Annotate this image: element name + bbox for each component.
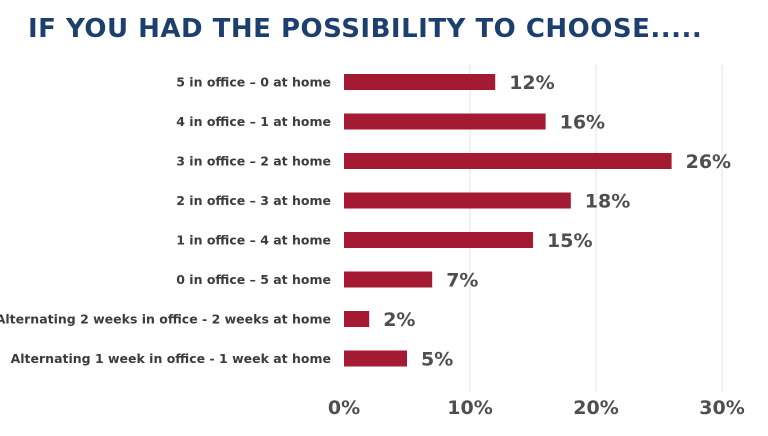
value-label: 15% [547, 230, 592, 252]
category-label: 3 in office – 2 at home [176, 154, 331, 169]
value-label: 16% [560, 112, 605, 134]
x-tick-label: 10% [447, 397, 492, 419]
bar [344, 74, 496, 90]
bar [344, 192, 571, 209]
category-labels: 5 in office – 0 at home 4 in office – 1 a… [0, 75, 331, 367]
x-tick-label: 20% [573, 397, 618, 419]
x-axis-ticks: 0% 10% 20% 30% [328, 397, 745, 419]
x-tick-label: 0% [328, 397, 360, 419]
bar [344, 232, 533, 248]
value-label: 7% [446, 270, 478, 292]
category-label: 1 in office – 4 at home [176, 233, 331, 248]
value-labels: 12% 16% 26% 18% 15% 7% 2% 5% [383, 72, 731, 371]
x-tick-label: 30% [699, 397, 744, 419]
bar [344, 311, 370, 327]
category-label: Alternating 2 weeks in office - 2 weeks … [0, 312, 331, 327]
value-label: 18% [585, 191, 630, 213]
bar [344, 271, 433, 288]
bar [344, 350, 407, 367]
value-label: 5% [421, 349, 453, 371]
chart-title: IF YOU HAD THE POSSIBILITY TO CHOOSE....… [28, 14, 703, 44]
category-label: 4 in office – 1 at home [176, 114, 331, 129]
value-label: 26% [686, 151, 731, 173]
value-label: 12% [509, 72, 554, 94]
category-label: Alternating 1 week in office - 1 week at… [11, 351, 331, 366]
bar [344, 113, 546, 130]
bars [344, 74, 672, 367]
category-label: 0 in office – 5 at home [176, 272, 331, 287]
category-label: 2 in office – 3 at home [176, 193, 331, 208]
value-label: 2% [383, 309, 415, 331]
category-label: 5 in office – 0 at home [176, 75, 331, 90]
bar [344, 153, 672, 169]
